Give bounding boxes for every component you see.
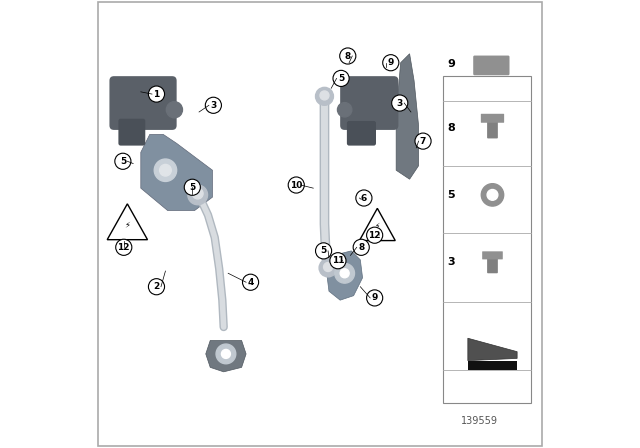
Polygon shape: [108, 204, 148, 240]
Text: 5: 5: [189, 183, 195, 192]
Text: 7: 7: [420, 137, 426, 146]
Circle shape: [330, 253, 346, 269]
Circle shape: [316, 87, 333, 105]
Circle shape: [216, 344, 236, 364]
Polygon shape: [468, 338, 517, 361]
Text: 3: 3: [397, 99, 403, 108]
Circle shape: [320, 91, 329, 100]
Circle shape: [116, 239, 132, 255]
Polygon shape: [396, 54, 419, 179]
Circle shape: [193, 188, 203, 199]
Circle shape: [288, 177, 305, 193]
Circle shape: [367, 227, 383, 243]
FancyBboxPatch shape: [340, 76, 398, 130]
Text: 11: 11: [332, 256, 344, 265]
Text: ⚡: ⚡: [124, 220, 131, 229]
Polygon shape: [468, 361, 517, 370]
Polygon shape: [206, 340, 246, 372]
Circle shape: [487, 190, 498, 200]
Circle shape: [353, 239, 369, 255]
Text: 5: 5: [338, 74, 344, 83]
FancyBboxPatch shape: [482, 251, 503, 259]
Text: 3: 3: [447, 257, 455, 267]
Text: 4: 4: [248, 278, 253, 287]
FancyBboxPatch shape: [473, 56, 509, 75]
FancyBboxPatch shape: [99, 2, 541, 446]
Text: 1: 1: [154, 90, 159, 99]
Circle shape: [415, 133, 431, 149]
Text: 5: 5: [447, 190, 455, 200]
Text: 8: 8: [358, 243, 364, 252]
Text: 2: 2: [154, 282, 159, 291]
Circle shape: [392, 95, 408, 111]
Circle shape: [324, 263, 333, 271]
Text: 12: 12: [369, 231, 381, 240]
Circle shape: [356, 190, 372, 206]
Circle shape: [188, 185, 207, 205]
Circle shape: [367, 290, 383, 306]
FancyBboxPatch shape: [481, 114, 504, 123]
Polygon shape: [360, 208, 396, 241]
Text: 12: 12: [118, 243, 130, 252]
Circle shape: [340, 48, 356, 64]
Text: 8: 8: [345, 52, 351, 60]
Circle shape: [319, 259, 337, 277]
Circle shape: [205, 97, 221, 113]
Text: 5: 5: [321, 246, 326, 255]
Circle shape: [337, 103, 352, 117]
Text: 10: 10: [290, 181, 303, 190]
Circle shape: [115, 153, 131, 169]
Text: 9: 9: [447, 59, 455, 69]
Circle shape: [335, 263, 355, 283]
Circle shape: [481, 184, 504, 206]
FancyBboxPatch shape: [443, 76, 531, 403]
FancyBboxPatch shape: [487, 254, 498, 273]
Text: 9: 9: [388, 58, 394, 67]
FancyBboxPatch shape: [109, 76, 177, 130]
Text: 139559: 139559: [461, 416, 497, 426]
Circle shape: [154, 159, 177, 181]
FancyBboxPatch shape: [118, 119, 145, 146]
Circle shape: [166, 102, 182, 118]
Text: 8: 8: [447, 123, 455, 133]
Circle shape: [184, 179, 200, 195]
Circle shape: [333, 70, 349, 86]
Circle shape: [148, 279, 164, 295]
FancyBboxPatch shape: [487, 119, 498, 138]
Text: 6: 6: [361, 194, 367, 202]
Text: 9: 9: [371, 293, 378, 302]
Circle shape: [383, 55, 399, 71]
Polygon shape: [327, 251, 362, 300]
FancyBboxPatch shape: [347, 121, 376, 146]
Circle shape: [340, 269, 349, 278]
Circle shape: [221, 349, 230, 358]
Text: 3: 3: [211, 101, 216, 110]
Circle shape: [148, 86, 164, 102]
Circle shape: [243, 274, 259, 290]
Circle shape: [316, 243, 332, 259]
Text: ⚡: ⚡: [374, 221, 380, 230]
Text: 5: 5: [120, 157, 126, 166]
Circle shape: [159, 164, 172, 176]
Polygon shape: [141, 134, 212, 211]
